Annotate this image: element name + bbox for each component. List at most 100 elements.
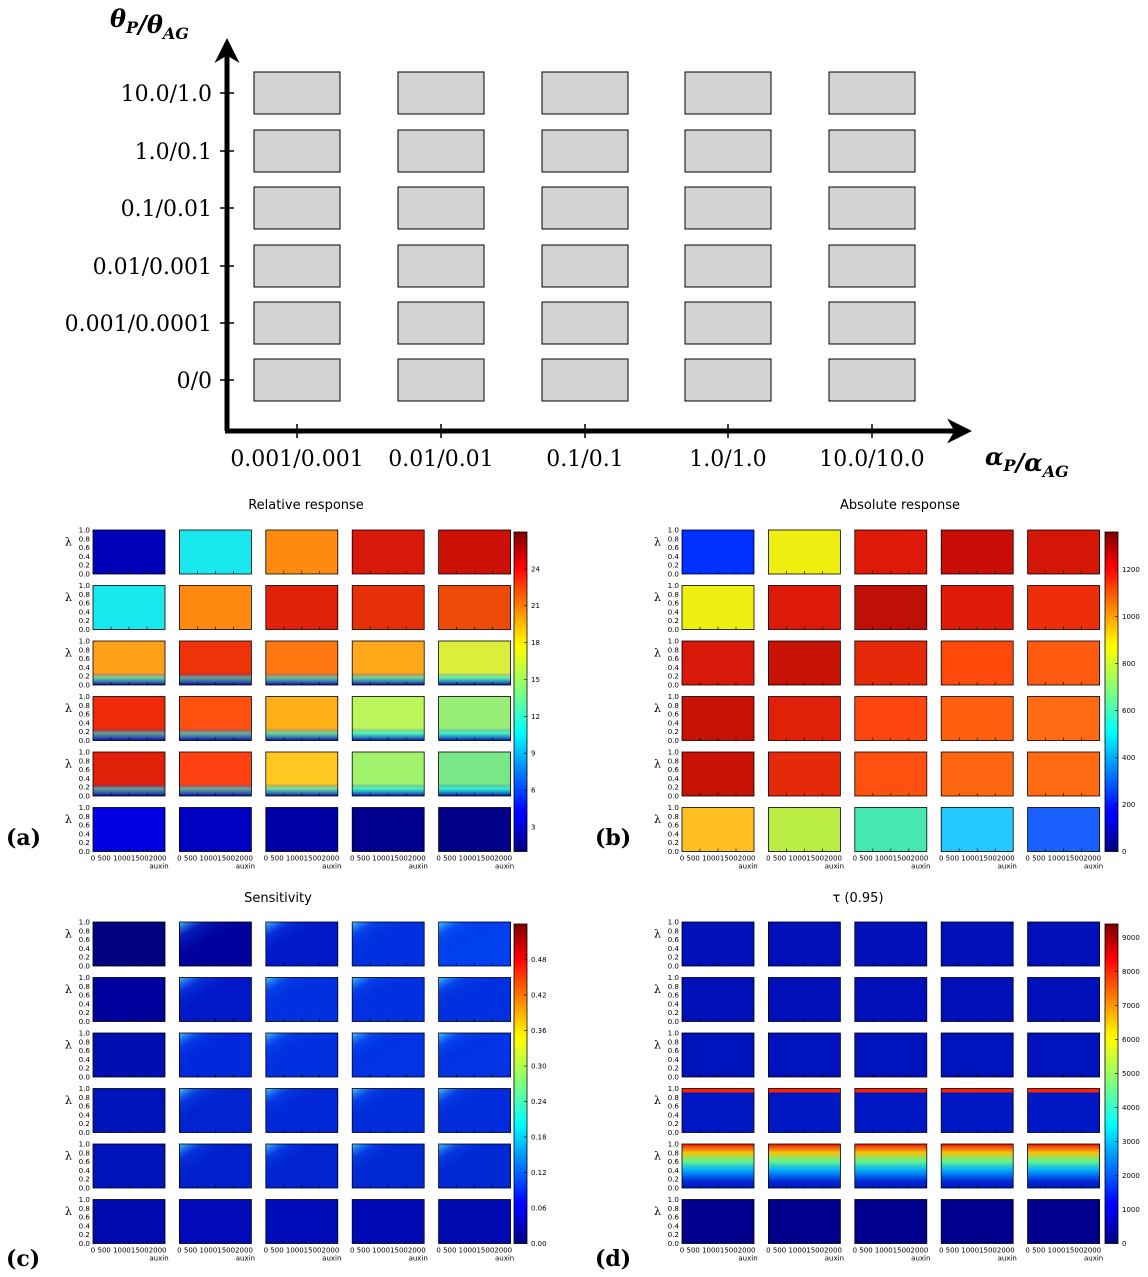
colorbar-tick-label: 6000 [1122,1036,1140,1044]
y-tick-label: 1.0 [79,1029,91,1038]
x-tick-label: 0 [939,855,943,863]
y-tick-label: 0.8 [79,590,91,599]
schematic-cell [541,301,629,345]
colorbar-tick-label: 0.30 [531,1063,547,1071]
heatmap-cell [768,922,841,966]
heatmap-cell [768,752,841,796]
heatmap-shading [1027,1144,1100,1188]
schematic-cell [684,129,772,173]
heatmap-cell [1027,1033,1100,1077]
x-axis-label: auxin [409,1255,428,1263]
x-tick-label: 500 100015002000 [686,855,755,863]
x-tick-label: 0 [766,1247,770,1255]
y-tick-label: 0.6 [79,1157,91,1166]
schematic-cell [828,71,916,115]
heatmap-cell [941,977,1014,1022]
panel-c: Sensitivity(c)0.00.20.40.60.81.0λ0.00.20… [6,891,547,1272]
heatmap-cell [941,922,1014,966]
x-axis-label: auxin [495,1255,514,1263]
y-tick-label: 1.0 [668,748,680,757]
panel-label: (c) [6,1246,40,1272]
heatmap-cell [438,585,511,630]
heatmap-cell [682,1199,754,1244]
y-tick-label: 0.0 [668,847,680,856]
x-tick-label: 0 [436,1247,440,1255]
y-tick-label: 0.6 [79,935,91,944]
x-axis-label: auxin [911,1255,930,1263]
y-tick-label: 0.0 [79,1073,91,1082]
heatmap-cell [352,585,425,630]
x-tick-label: 500 100015002000 [443,855,512,863]
schematic-cell [253,358,341,402]
y-axis-label: λ [65,927,72,940]
y-axis-label: λ [654,702,661,715]
heatmap-shading [438,922,511,966]
y-tick-label: 0.001/0.0001 [65,312,212,337]
heatmap-shading [682,1088,754,1093]
colorbar-tick-label: 1000 [1122,613,1140,621]
heatmap-cell [93,977,165,1022]
heatmap-cell [854,530,927,574]
heatmap-cell [1027,922,1100,966]
x-tick-label: 1.0/1.0 [689,447,766,472]
heatmap-cell [854,922,927,966]
heatmap-cell [438,530,511,574]
x-tick-label: 0 [680,855,684,863]
colorbar-tick-label: 600 [1122,707,1135,715]
heatmap-cell [768,585,841,630]
y-tick-label: 0.2 [79,672,90,681]
y-tick-label: 0.0 [79,1184,91,1193]
heatmap-shading [179,1033,252,1077]
panel-title: τ (0.95) [832,891,883,906]
heatmap-shading [352,1144,425,1188]
y-tick-label: 0.6 [79,991,91,1000]
y-tick-label: 0.8 [668,1204,680,1213]
y-tick-label: 10.0/1.0 [121,82,212,107]
x-tick-label: 0 [680,1247,684,1255]
y-tick-label: 0.0 [79,681,91,690]
y-tick-label: 0.0 [668,1239,680,1248]
y-tick-label: 0.6 [668,1046,680,1055]
colorbar-tick-label: 0.12 [531,1169,547,1177]
colorbar-tick-label: 0 [1122,1240,1126,1248]
y-tick-label: 0.8 [668,926,680,935]
y-tick-label: 0.1/0.01 [121,197,212,222]
y-tick-label: 0.8 [79,645,91,654]
schematic-cell [828,301,916,345]
colorbar-tick-label: 0.48 [531,956,547,964]
heatmap-cell [854,1033,927,1077]
y-tick-label: 0.8 [668,1148,680,1157]
colorbar-tick-label: 4000 [1122,1104,1140,1112]
y-tick-label: 0.8 [79,701,91,710]
y-tick-label: 0.0 [79,625,91,634]
colorbar-tick-label: 7000 [1122,1002,1140,1010]
y-tick-label: 0.2 [668,1064,679,1073]
heatmap-cell [93,1144,165,1188]
heatmap-cell [352,530,425,574]
heatmap-cell [682,807,754,852]
x-tick-label: 0 [766,855,770,863]
schematic-cell [253,186,341,230]
panel-title: Relative response [248,498,364,513]
heatmap-cell [854,977,927,1022]
schematic-cell [253,129,341,173]
heatmap-shading [352,977,425,1022]
heatmap-shading [265,922,338,966]
y-tick-label: 0.6 [668,991,680,1000]
y-tick-label: 1.0 [668,637,680,646]
heatmap-shading [438,752,511,796]
y-axis-label: λ [65,983,72,996]
colorbar-tick-label: 2000 [1122,1172,1140,1180]
heatmap-shading [438,696,511,741]
x-axis-label: auxin [409,863,428,871]
x-tick-label: 500 100015002000 [1032,1247,1101,1255]
y-tick-label: 0.6 [79,765,91,774]
heatmap-cell [682,752,754,796]
y-tick-label: 0.6 [79,599,91,608]
heatmap-shading [93,641,165,685]
y-axis-label: λ [654,1205,661,1218]
y-axis-label: λ [654,1038,661,1051]
panel-d: τ (0.95)(d)0.00.20.40.60.81.0λ0.00.20.40… [595,891,1140,1272]
x-tick-label: 500 100015002000 [946,1247,1015,1255]
y-axis-label: λ [65,1094,72,1107]
